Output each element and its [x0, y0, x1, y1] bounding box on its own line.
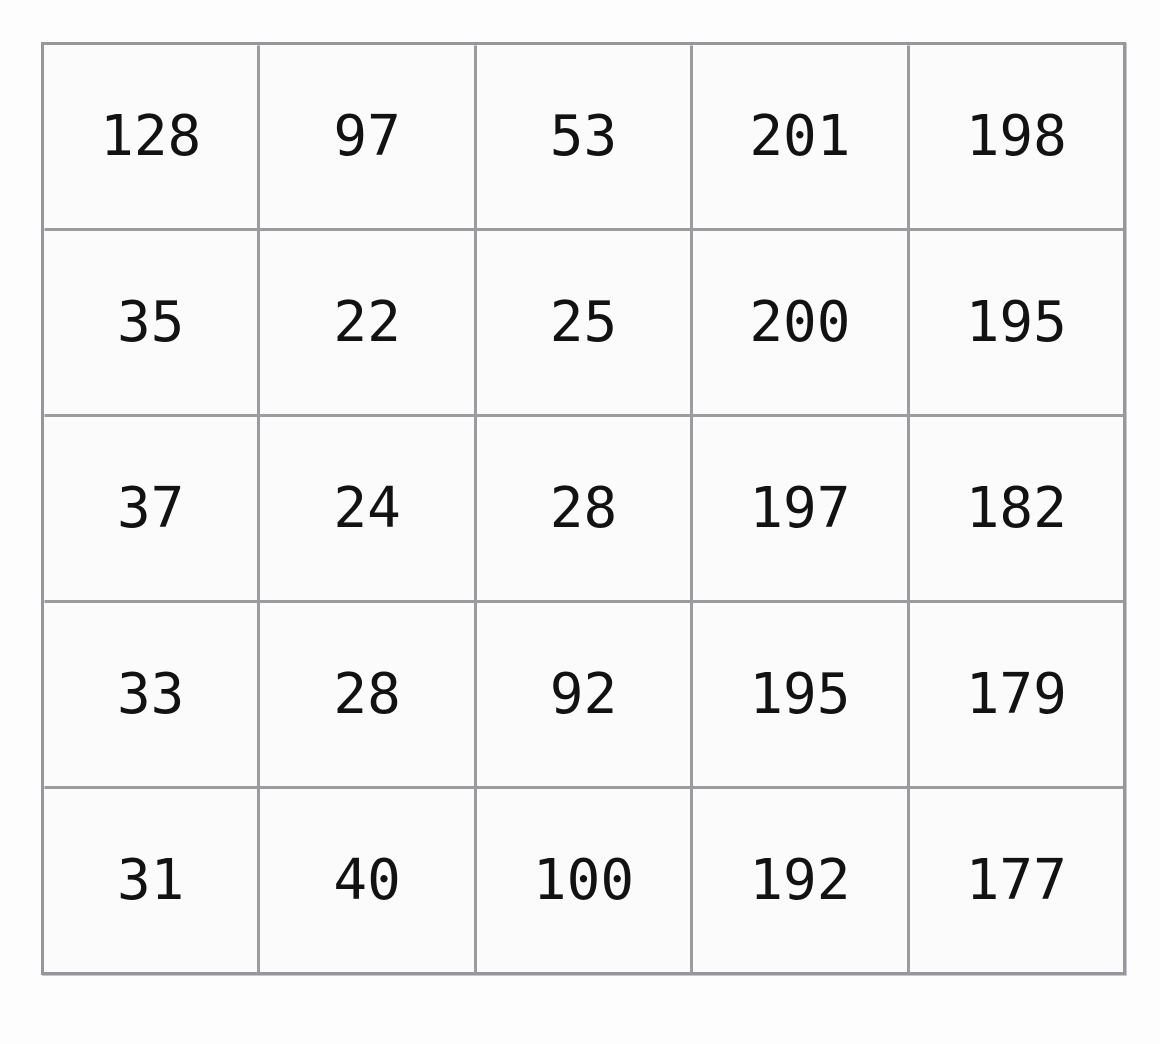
grid-cell-r0c3: 201 — [693, 45, 907, 228]
grid-cell-r2c1: 24 — [260, 417, 474, 600]
grid-cell-r1c1: 22 — [260, 231, 474, 414]
grid-cell-r2c0: 37 — [44, 417, 258, 600]
grid-cell-r1c0: 35 — [44, 231, 258, 414]
grid-cell-r2c2: 28 — [476, 417, 691, 600]
grid-cell-r4c3: 192 — [693, 789, 907, 972]
grid-cell-r1c4: 195 — [909, 231, 1123, 414]
grid-cell-r2c3: 197 — [693, 417, 907, 600]
grid-cell-r1c3: 200 — [693, 231, 907, 414]
grid-cell-r3c4: 179 — [909, 603, 1123, 786]
grid-cell-r0c0: 128 — [44, 45, 258, 228]
grid-cell-r0c4: 198 — [909, 45, 1123, 228]
grid-cell-r1c2: 25 — [476, 231, 691, 414]
grid-cell-r4c4: 177 — [909, 789, 1123, 972]
grid-cell-r3c2: 92 — [476, 603, 691, 786]
grid-cell-r0c1: 97 — [260, 45, 474, 228]
grid-cell-r3c0: 33 — [44, 603, 258, 786]
grid-cell-r2c4: 182 — [909, 417, 1123, 600]
number-grid: 128 97 53 201 198 35 22 25 200 195 37 24… — [41, 42, 1126, 975]
grid-cell-r4c0: 31 — [44, 789, 258, 972]
grid-cell-r4c1: 40 — [260, 789, 474, 972]
grid-cell-r0c2: 53 — [476, 45, 691, 228]
grid-cell-r3c3: 195 — [693, 603, 907, 786]
grid-cell-r3c1: 28 — [260, 603, 474, 786]
grid-cell-r4c2: 100 — [476, 789, 691, 972]
